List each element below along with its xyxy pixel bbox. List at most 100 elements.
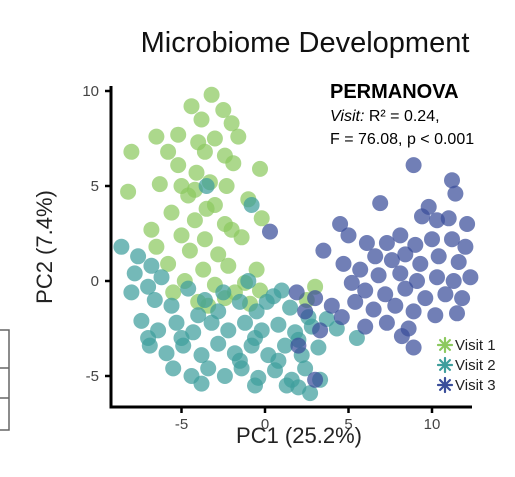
data-point: [262, 223, 278, 240]
data-point: [148, 128, 165, 145]
data-point: [218, 178, 235, 194]
data-point: [270, 316, 287, 333]
data-point: [196, 292, 213, 308]
data-point: [123, 143, 140, 160]
data-point: [427, 307, 444, 324]
data-point: [449, 305, 465, 322]
data-point: [163, 204, 180, 221]
data-point: [357, 282, 374, 299]
data-point: [282, 299, 299, 316]
data-point: [357, 318, 374, 335]
data-point: [270, 352, 287, 369]
y-axis-ticks: -5 0 5 10: [82, 83, 111, 385]
data-point: [140, 278, 157, 295]
data-point: [180, 280, 197, 297]
y-tick-label: 0: [91, 273, 99, 290]
data-point: [378, 314, 395, 331]
data-point: [377, 286, 394, 303]
series-visit-2: [113, 178, 365, 402]
x-axis-ticks: -5 0 5 10: [175, 407, 441, 433]
legend-item: Visit 1: [436, 336, 496, 354]
data-point: [278, 377, 295, 394]
data-point: [151, 176, 168, 193]
data-point: [273, 282, 290, 299]
data-point: [210, 303, 227, 320]
y-tick-label: -5: [86, 368, 99, 385]
data-point: [237, 314, 253, 331]
data-point: [216, 368, 233, 384]
data-point: [392, 265, 409, 282]
data-point: [160, 255, 177, 272]
data-point: [193, 347, 210, 364]
legend-item: Visit 3: [436, 376, 496, 394]
data-point: [196, 231, 213, 248]
data-point: [333, 309, 350, 326]
data-point: [193, 111, 210, 128]
data-point: [378, 235, 395, 251]
data-point: [340, 227, 357, 244]
y-tick-label: 10: [82, 83, 99, 100]
data-point: [168, 314, 185, 331]
data-point: [210, 246, 227, 263]
data-point: [170, 157, 187, 174]
series-visit-3: [262, 157, 479, 388]
data-point: [163, 297, 180, 314]
data-point: [302, 385, 319, 402]
data-point: [335, 255, 352, 272]
data-point: [405, 303, 422, 320]
data-point: [181, 242, 198, 259]
data-point: [153, 269, 170, 286]
legend-item: Visit 2: [436, 356, 496, 374]
data-point: [230, 128, 247, 145]
data-point: [247, 330, 263, 346]
data-point: [447, 185, 464, 202]
data-point: [412, 255, 429, 272]
data-point: [258, 293, 275, 310]
legend-label: Visit 3: [455, 377, 496, 394]
data-points: [113, 86, 479, 402]
data-point: [170, 126, 187, 143]
data-point: [243, 197, 260, 213]
annotation-visit-label: Visit:: [330, 108, 364, 125]
data-point: [424, 231, 440, 248]
data-point: [343, 274, 360, 291]
data-point: [133, 312, 150, 329]
data-point: [253, 210, 270, 227]
data-point: [120, 183, 137, 200]
data-point: [126, 265, 143, 282]
x-tick-label: 5: [344, 416, 352, 433]
data-point: [220, 322, 237, 339]
data-point: [183, 98, 200, 115]
legend-marker-icon: [436, 356, 454, 374]
y-tick-label: 5: [91, 178, 99, 195]
data-point: [392, 227, 409, 244]
adjacent-panel-fragment: [0, 329, 10, 431]
data-point: [186, 212, 203, 229]
data-point: [457, 238, 474, 255]
data-point: [367, 248, 384, 265]
data-point: [290, 337, 307, 354]
data-point: [454, 290, 471, 307]
data-point: [307, 278, 324, 295]
data-point: [307, 371, 324, 388]
data-point: [288, 284, 305, 301]
chart-title: Microbiome Development: [141, 27, 470, 59]
data-point: [445, 273, 462, 289]
data-point: [206, 130, 223, 147]
data-point: [113, 238, 130, 255]
data-point: [240, 273, 257, 289]
x-tick-label: 10: [424, 416, 441, 433]
series-visit-1: [120, 86, 324, 314]
data-point: [130, 248, 147, 265]
data-point: [173, 330, 190, 346]
data-point: [277, 337, 293, 354]
data-point: [252, 160, 268, 177]
data-point: [430, 248, 447, 265]
data-point: [165, 360, 182, 377]
x-tick-label: 0: [261, 416, 269, 433]
data-point: [248, 261, 265, 278]
data-point: [193, 375, 210, 392]
data-point: [459, 216, 476, 232]
data-point: [405, 157, 422, 174]
